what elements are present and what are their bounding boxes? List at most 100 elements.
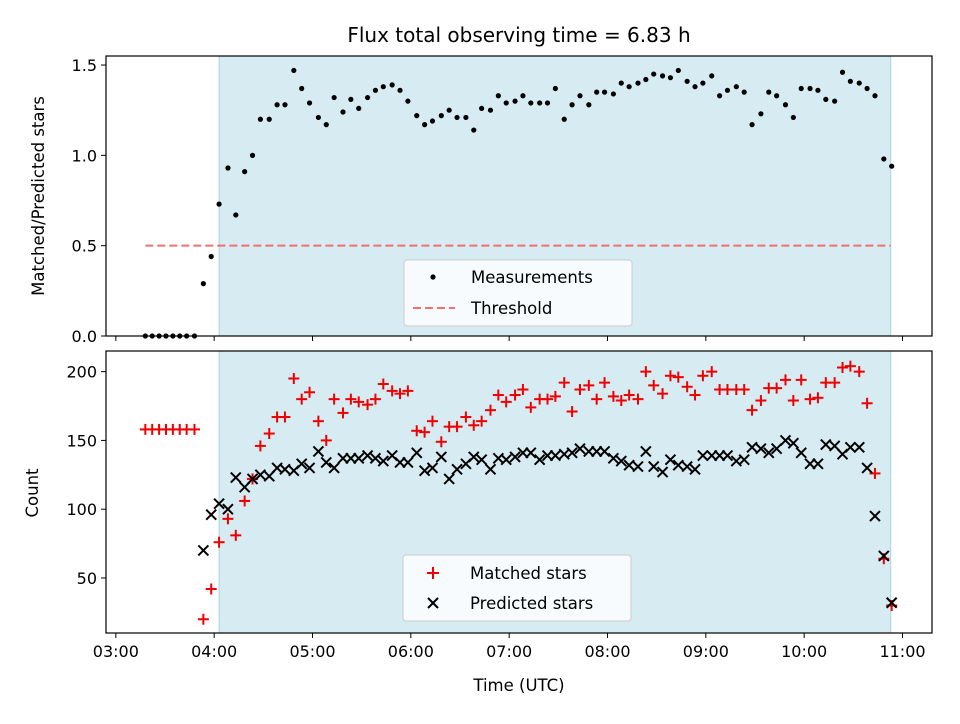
measurement-point (315, 114, 321, 121)
matched-star-point (476, 415, 488, 427)
matched-star-point (263, 428, 275, 440)
measurement-point (291, 67, 297, 74)
predicted-star-point (869, 510, 881, 522)
matched-star-point (648, 379, 660, 391)
measurement-point (823, 96, 829, 102)
measurement-point (487, 107, 494, 113)
legend-matched-label: Matched stars (470, 564, 587, 583)
measurement-point (429, 118, 436, 124)
count-panel: 50 100 150 200 03:00 04:00 05:00 06:00 07:00 08:… (23, 350, 933, 695)
matched-star-point (583, 379, 595, 391)
predicted-star-point (468, 451, 480, 463)
predicted-star-point (689, 463, 701, 476)
matched-star-point (657, 388, 669, 400)
predicted-star-point (533, 453, 546, 466)
matched-star-point (205, 583, 217, 595)
predicted-star-point (230, 471, 242, 484)
measurement-point (216, 201, 222, 207)
measurement-point (299, 85, 305, 92)
predicted-star-point (844, 441, 857, 453)
predicted-star-point (328, 462, 340, 474)
predicted-star-point (853, 441, 865, 453)
measurement-point (266, 116, 272, 122)
matched-star-point (337, 407, 349, 419)
matched-star-point (755, 395, 767, 407)
x-tick-label: 07:00 (486, 642, 532, 661)
x-tick-label: 04:00 (191, 642, 237, 661)
predicted-star-point (549, 449, 562, 462)
count-legend: Matched stars Predicted stars (402, 554, 632, 622)
measurement-point (782, 102, 789, 108)
matched-star-point (689, 389, 701, 401)
predicted-star-point (222, 503, 234, 515)
measurement-point (414, 113, 420, 119)
predicted-star-point (820, 438, 832, 451)
measurement-point (537, 100, 543, 106)
measurement-point (618, 80, 624, 86)
matched-star-point (779, 374, 791, 386)
predicted-star-point (411, 447, 423, 459)
count-plot-frame (105, 350, 933, 634)
matched-star-point (812, 392, 824, 404)
measurement-point (422, 122, 428, 128)
x-tick-label: 03:00 (93, 642, 139, 661)
matched-star-point (566, 406, 578, 418)
measurement-point (667, 75, 674, 81)
matched-star-point (328, 393, 340, 405)
predicted-star-point (509, 451, 521, 463)
matched-star-point (239, 495, 251, 507)
predicted-star-point (770, 442, 783, 455)
x-tick-label: 06:00 (388, 642, 434, 661)
measurement-point (733, 84, 739, 90)
matched-star-point (829, 377, 841, 389)
matched-star-point (362, 399, 374, 411)
ratio-y-tick-label: 0.5 (72, 237, 97, 256)
count-y-tick-label: 50 (77, 569, 97, 588)
matched-star-point (615, 395, 627, 407)
measurement-point (774, 93, 780, 99)
matched-star-point (549, 390, 561, 402)
predicted-star-point (861, 462, 873, 474)
predicted-star-point (787, 437, 800, 449)
measurement-point (233, 212, 239, 218)
matched-star-point (664, 370, 676, 382)
measurement-point (709, 73, 715, 79)
count-y-tick-label: 150 (66, 431, 97, 450)
measurement-point (635, 80, 641, 86)
measurement-point (847, 78, 853, 84)
measurement-point (626, 84, 632, 90)
matched-star-point (222, 513, 234, 525)
predicted-star-point (435, 451, 448, 463)
predicted-star-point (779, 434, 792, 447)
legend-measurements-label: Measurements (471, 268, 593, 287)
measurement-point (586, 102, 592, 108)
matched-star-point (509, 389, 521, 401)
matched-star-point (230, 529, 242, 541)
measurement-point (798, 85, 804, 92)
measurement-point (758, 111, 764, 117)
measurement-point (856, 80, 862, 86)
measurement-point (872, 93, 878, 99)
matched-star-point (517, 384, 529, 396)
predicted-star-point (795, 447, 807, 459)
predicted-star-point (615, 455, 627, 467)
predicted-star-point (656, 466, 669, 478)
x-tick-label: 09:00 (683, 642, 729, 661)
matched-star-point (492, 389, 504, 401)
measurement-point (790, 114, 796, 121)
measurement-point (594, 89, 600, 95)
measurement-point (340, 109, 346, 115)
matched-star-point (853, 366, 865, 378)
measurement-point (610, 91, 617, 97)
ratio-y-tick-label: 0.0 (72, 327, 97, 346)
matched-star-point (468, 419, 480, 431)
measurement-point (724, 87, 731, 93)
predicted-star-point (361, 449, 374, 462)
matched-star-point (426, 415, 438, 427)
matched-star-point (525, 401, 537, 413)
predicted-star-point (681, 460, 693, 473)
matched-star-point (312, 415, 324, 427)
predicted-star-point (812, 458, 824, 470)
predicted-star-point (632, 460, 644, 473)
